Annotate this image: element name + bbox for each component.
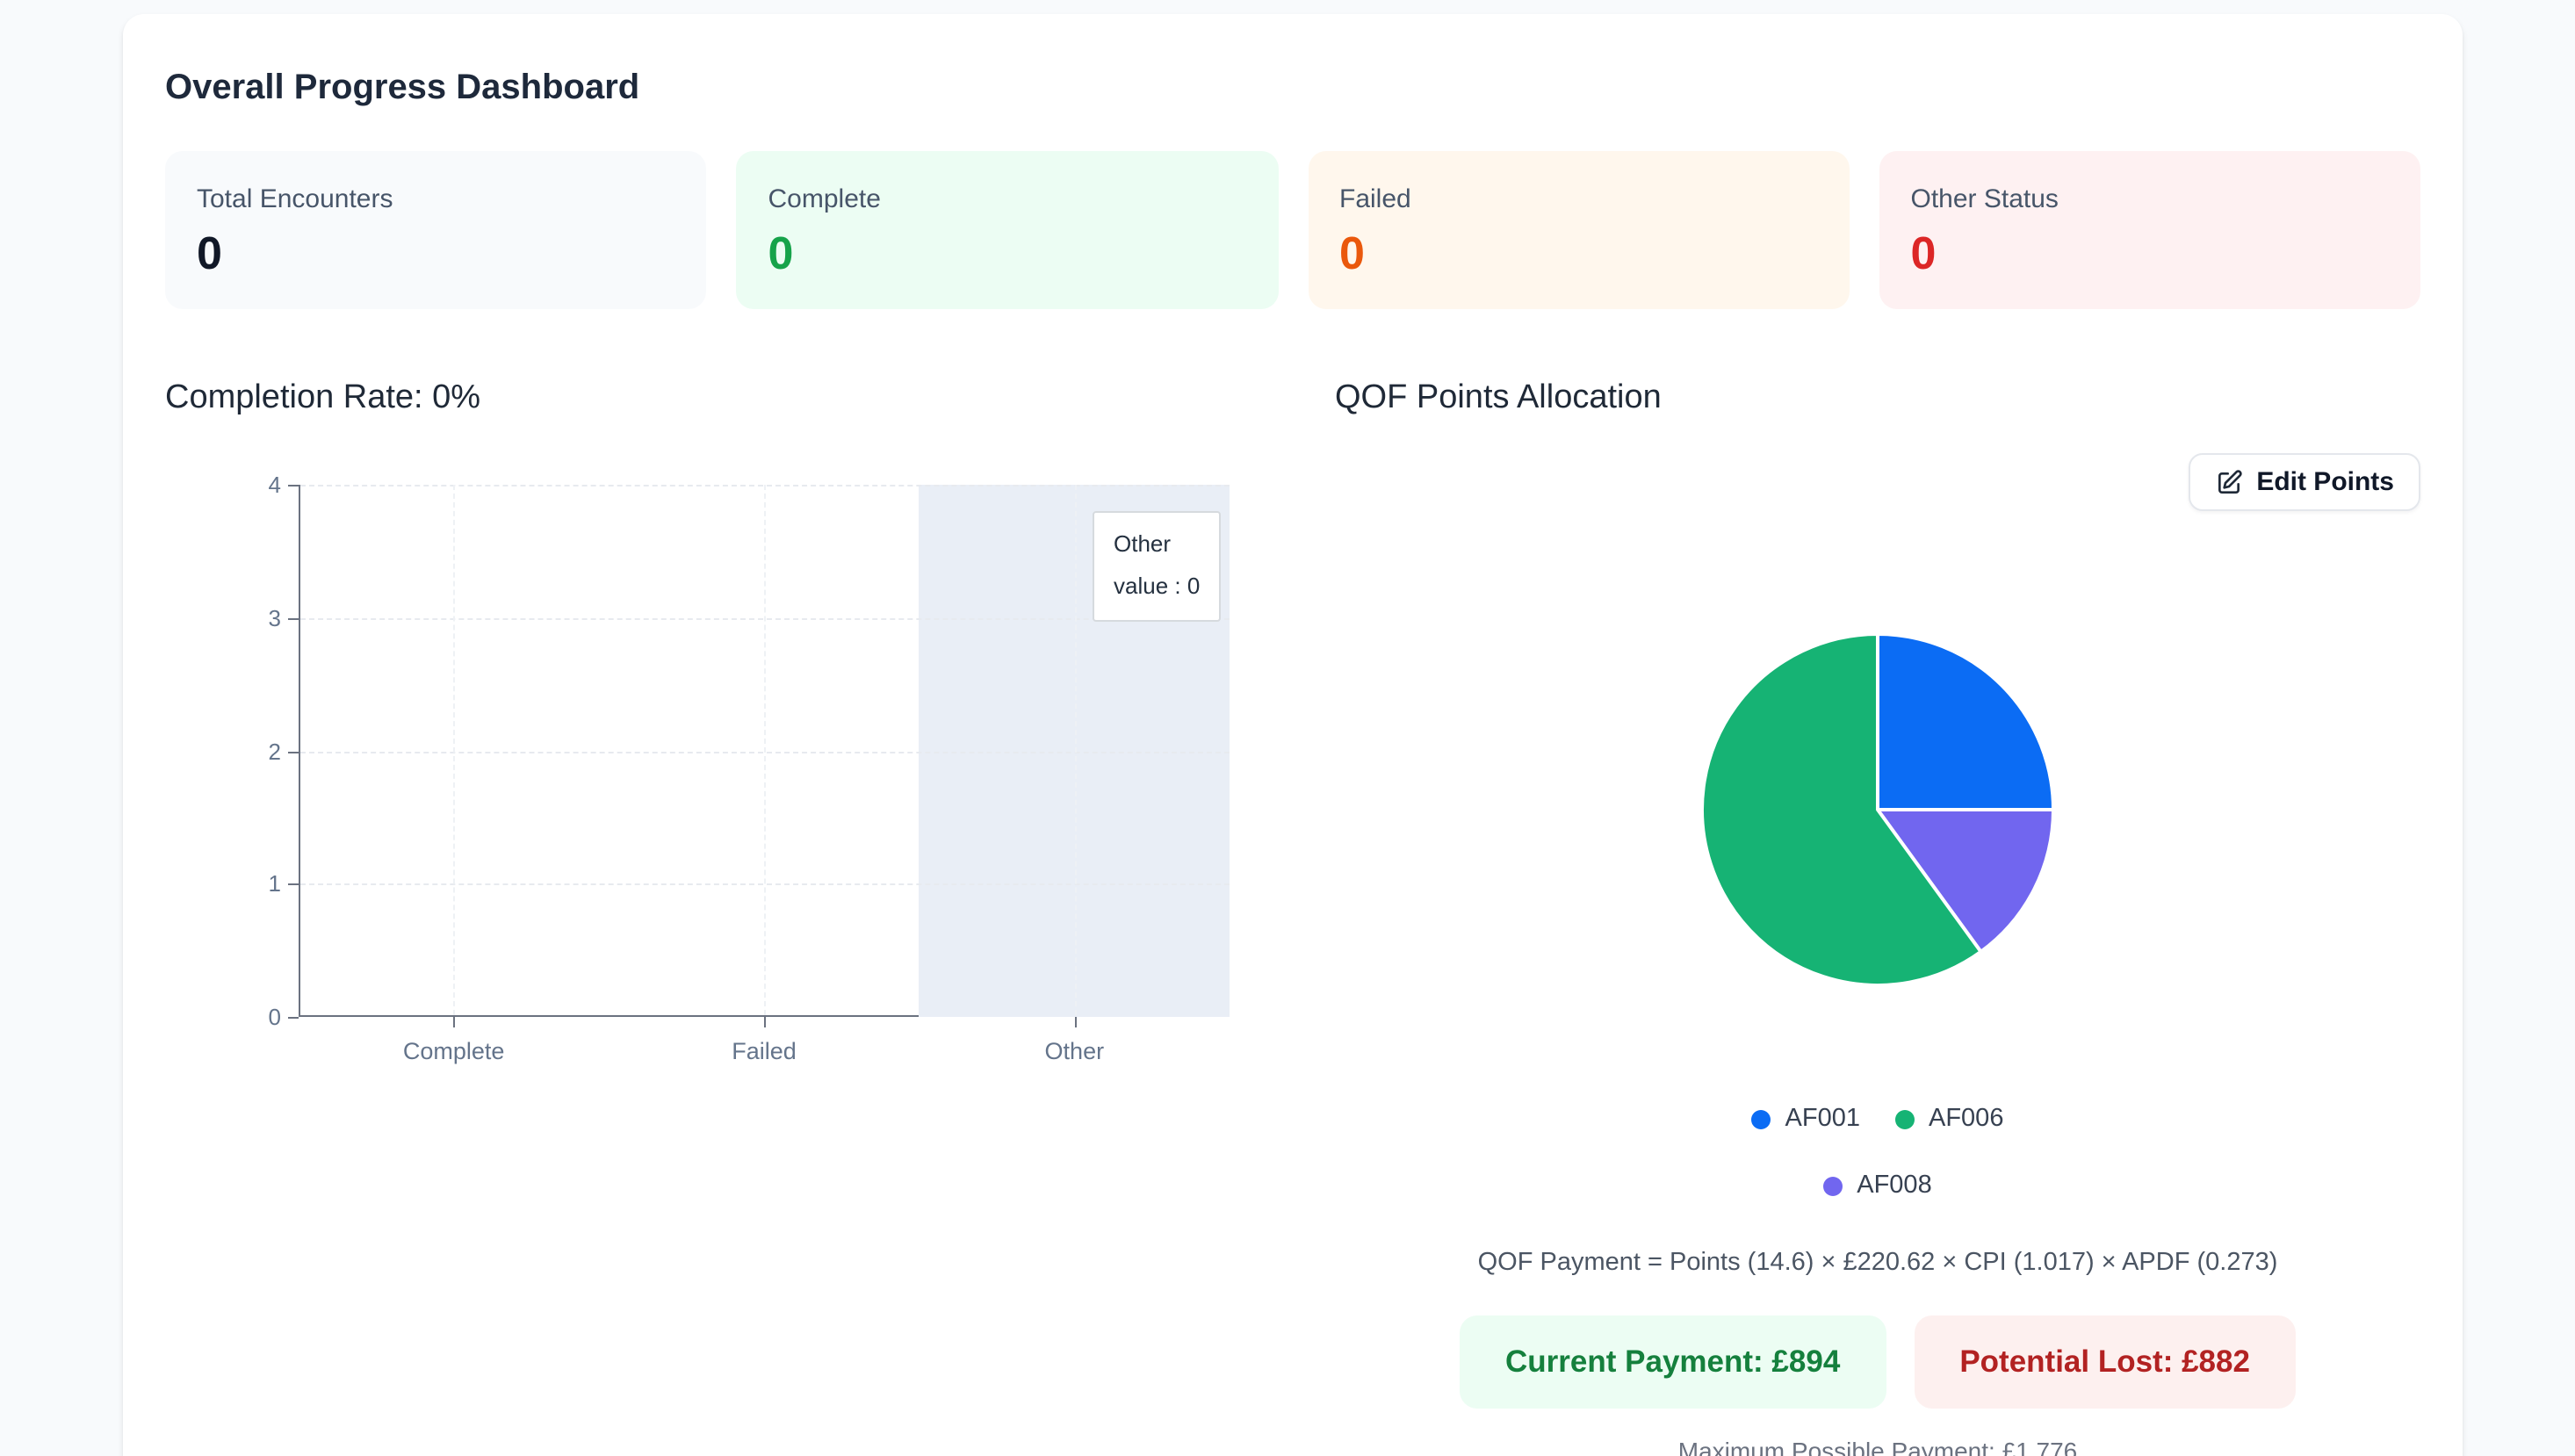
bar-chart-plot[interactable]: Other value : 0 0 1 2 3 4 Complete Failed Other [269,472,1230,1064]
stat-card-other-status: Other Status 0 [1879,151,2420,309]
legend-item-AF008: AF008 [1823,1171,1932,1200]
pie-slice-AF001[interactable] [1876,632,2055,811]
pie-legend: AF001 AF006 AF008 [1720,1105,2036,1200]
legend-label: AF006 [1929,1105,2004,1133]
x-grid-line [764,485,766,1015]
current-payment-box: Current Payment: £894 [1460,1315,1886,1409]
y-axis-line [299,485,300,1017]
stat-label: Failed [1339,184,1411,214]
y-axis-tick [288,1017,299,1019]
y-axis-tick [288,617,299,620]
stat-value: 0 [1339,227,1365,279]
qof-heading: QOF Points Allocation [1335,379,1662,416]
pie-chart[interactable] [1699,631,2057,989]
y-axis-tick-label: 1 [268,870,281,897]
legend-item-AF001: AF001 [1751,1105,1860,1133]
legend-label: AF001 [1785,1105,1860,1133]
page-title: Overall Progress Dashboard [165,68,640,107]
legend-dot-icon [1895,1109,1915,1128]
y-axis-tick [288,485,299,487]
stat-card-complete: Complete 0 [736,151,1278,309]
tooltip-value: value : 0 [1114,573,1201,599]
edit-pencil-icon [2214,468,2242,496]
stat-value: 0 [197,227,222,279]
pie-slice-AF006[interactable] [1700,632,1983,987]
stat-label: Complete [768,184,881,214]
x-axis-tick [453,1017,456,1027]
stats-grid: Total Encounters 0 Complete 0 Failed 0 O… [165,151,2420,309]
y-axis-tick [288,883,299,886]
stat-card-total-encounters: Total Encounters 0 [165,151,707,309]
dashboard-card: Overall Progress Dashboard Total Encount… [123,14,2463,1456]
x-axis-tick [764,1017,766,1027]
edit-points-label: Edit Points [2256,467,2394,497]
qof-section: QOF Points Allocation Edit Points AF001 [1335,379,2420,1456]
stat-label: Total Encounters [197,184,393,214]
stat-card-failed: Failed 0 [1308,151,1850,309]
stat-value: 0 [768,227,794,279]
y-axis-tick-label: 3 [268,604,281,631]
content-columns: Completion Rate: 0% Other value : 0 0 1 2 3… [165,379,2420,1456]
potential-lost-box: Potential Lost: £882 [1914,1315,2296,1409]
chart-tooltip: Other value : 0 [1093,511,1222,622]
legend-dot-icon [1823,1176,1843,1195]
qof-formula: QOF Payment = Points (14.6) × £220.62 × … [1477,1249,2278,1277]
completion-section: Completion Rate: 0% Other value : 0 0 1 2 3… [165,379,1251,1456]
legend-label: AF008 [1857,1171,1932,1200]
legend-dot-icon [1751,1109,1771,1128]
y-axis-tick-label: 4 [268,472,281,498]
y-axis-tick-label: 0 [268,1004,281,1030]
max-payment-note: Maximum Possible Payment: £1,776 [1677,1437,2078,1456]
stat-value: 0 [1910,227,1937,279]
x-axis-line [299,1015,1230,1017]
y-axis-tick [288,751,299,753]
completion-heading: Completion Rate: 0% [165,379,481,416]
legend-item-AF006: AF006 [1895,1105,2003,1133]
x-axis-category-label: Other [1044,1038,1105,1064]
x-grid-line [453,485,456,1015]
y-axis-tick-label: 2 [268,738,281,764]
qof-toolbar: Edit Points [1335,453,2420,511]
x-axis-category-label: Complete [402,1038,505,1064]
tooltip-category: Other [1114,530,1172,557]
x-axis-category-label: Failed [732,1038,797,1064]
x-axis-tick [1074,1017,1077,1027]
payment-row: Current Payment: £894 Potential Lost: £8… [1335,1315,2420,1409]
edit-points-button[interactable]: Edit Points [2188,453,2420,511]
pie-slice-AF008[interactable] [1876,808,2055,954]
x-grid-line [1074,485,1077,1015]
stat-label: Other Status [1910,184,2059,214]
